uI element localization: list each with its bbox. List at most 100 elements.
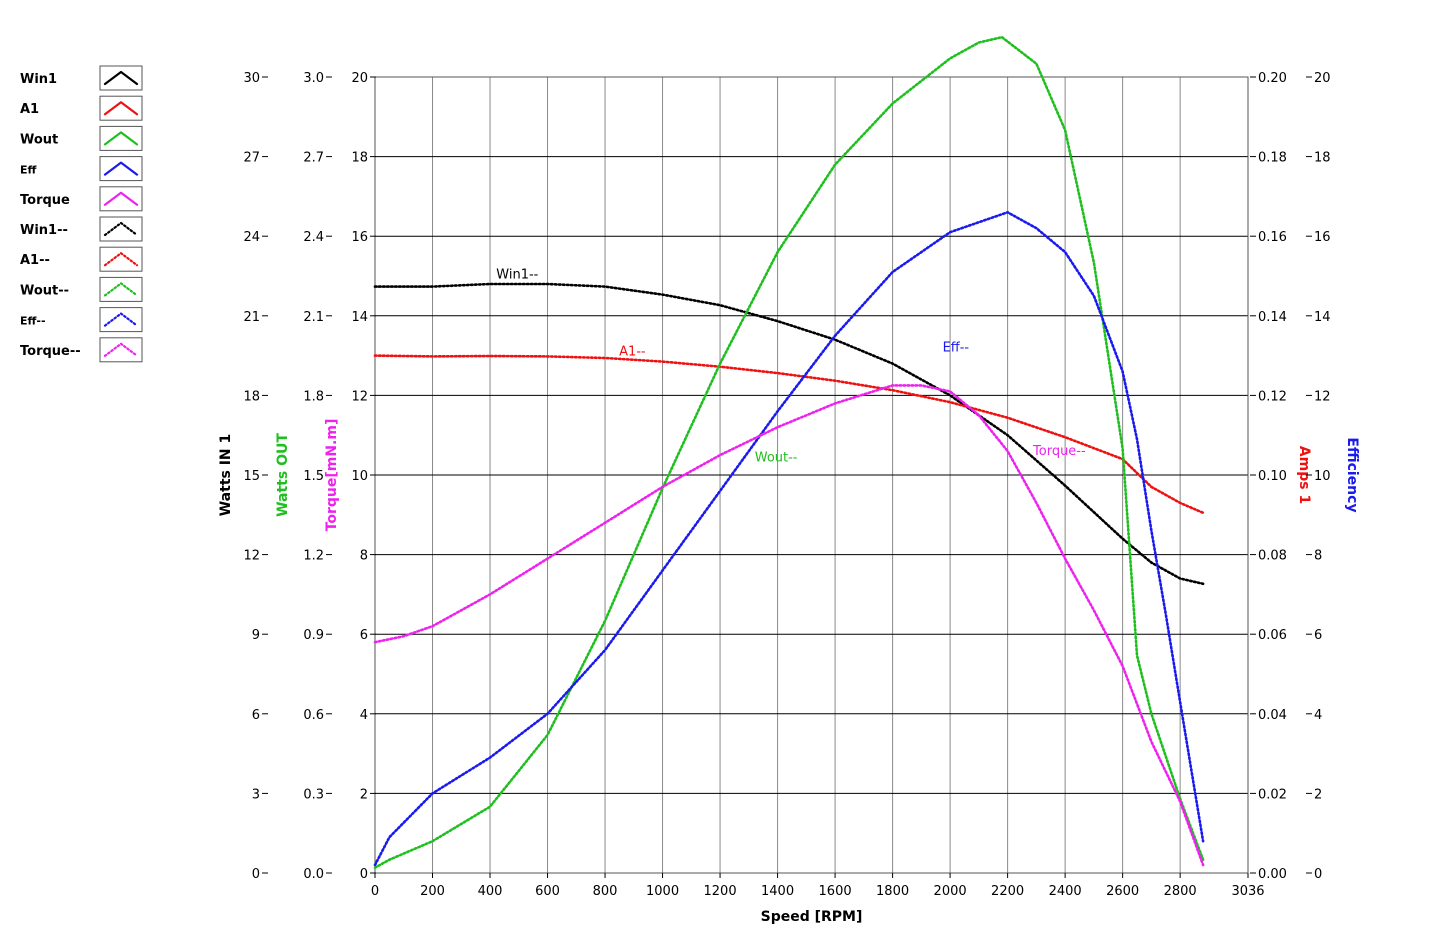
x-tick-label: 0 [371, 884, 379, 899]
x-tick-label: 2400 [1049, 884, 1082, 899]
legend-swatch-line [103, 101, 139, 116]
torque-tick-label: 4 [360, 708, 368, 723]
efficiency-tick-label: 2 [1314, 787, 1322, 802]
legend-label: Eff [20, 164, 37, 177]
legend-label: Win1 [20, 72, 57, 87]
watts_out-tick-label: 2.7 [303, 151, 324, 166]
amps-tick-label: 0.20 [1258, 71, 1287, 86]
legend-label: A1 [20, 102, 39, 117]
legend-item[interactable]: Eff-- [20, 307, 143, 333]
torque-tick-label: 10 [351, 469, 368, 484]
legend-label: Torque [20, 193, 70, 208]
torque-tick-label: 20 [351, 71, 368, 86]
legend-label: Wout-- [20, 283, 69, 298]
legend-swatch-line [103, 312, 139, 327]
series-line-wout [373, 35, 1205, 870]
legend: Win1 A1 Wout Eff Torque Win1-- A1-- Wout-- Eff--… [20, 65, 143, 363]
legend-item[interactable]: Eff [20, 156, 143, 182]
watts_out-tick-label: 2.1 [303, 310, 324, 325]
x-tick-label: 2000 [934, 884, 967, 899]
amps-tick-label: 0.02 [1258, 787, 1287, 802]
legend-swatch-box [99, 216, 143, 242]
amps-tick-label: 0.06 [1258, 628, 1287, 643]
amps-tick-label: 0.00 [1258, 867, 1287, 882]
watts_in-tick-label: 21 [243, 310, 260, 325]
watts_in-tick-label: 30 [243, 71, 260, 86]
legend-item[interactable]: A1-- [20, 246, 143, 272]
efficiency-tick-label: 18 [1314, 151, 1331, 166]
legend-item[interactable]: Wout [20, 125, 143, 151]
legend-swatch-line [103, 342, 139, 357]
legend-swatch-box [99, 186, 143, 212]
legend-swatch-box [99, 95, 143, 121]
series-label-torque: Torque-- [1032, 444, 1086, 459]
x-tick-label: 1800 [876, 884, 909, 899]
efficiency-tick-label: 4 [1314, 708, 1322, 723]
watts_in-tick-label: 3 [252, 787, 260, 802]
watts_in-tick-label: 12 [243, 549, 260, 564]
watts_in-tick-label: 24 [243, 230, 260, 245]
series-line-a1 [373, 354, 1205, 515]
watts_in-tick-label: 6 [252, 708, 260, 723]
legend-swatch-line [103, 70, 139, 86]
x-tick-label: 1000 [646, 884, 679, 899]
efficiency-axis-title: Efficiency [1344, 437, 1360, 512]
watts_out-tick-label: 1.8 [303, 389, 324, 404]
legend-swatch-line [103, 221, 139, 237]
legend-swatch-box [99, 276, 143, 302]
legend-label: Torque-- [20, 344, 81, 359]
legend-swatch-line [103, 131, 139, 146]
x-tick-label: 1200 [704, 884, 737, 899]
legend-label: Eff-- [20, 315, 46, 328]
series-line-torque [373, 384, 1205, 867]
legend-item[interactable]: Wout-- [20, 276, 143, 302]
efficiency-tick-label: 12 [1314, 389, 1331, 404]
watts_out-tick-label: 0.6 [303, 708, 324, 723]
legend-swatch-line [103, 191, 139, 206]
watts_in-tick-label: 9 [252, 628, 260, 643]
x-tick-label: 1600 [819, 884, 852, 899]
watts_out-tick-label: 0.0 [303, 867, 324, 882]
watts_in-axis-title: Watts IN 1 [218, 434, 234, 517]
amps-tick-label: 0.14 [1258, 310, 1287, 325]
legend-swatch-line [103, 161, 139, 176]
amps-tick-label: 0.04 [1258, 708, 1287, 723]
x-tick-label: 800 [593, 884, 618, 899]
x-tick-label: 1400 [761, 884, 794, 899]
legend-swatch-line [103, 252, 139, 267]
series-line-eff [373, 211, 1205, 867]
x-tick-label: 3036 [1231, 884, 1264, 899]
x-axis: 0 200 400 600 800 1000 1200 1400 1600 1800 2000 220… [371, 873, 1265, 899]
watts_in-tick-label: 0 [252, 867, 260, 882]
watts_out-tick-label: 0.3 [303, 787, 324, 802]
legend-item[interactable]: Torque [20, 186, 143, 212]
amps-axis-title: Amps 1 [1296, 446, 1312, 504]
legend-item[interactable]: Win1-- [20, 216, 143, 242]
watts_out-axis-title: Watts OUT [275, 433, 291, 517]
amps-tick-label: 0.18 [1258, 151, 1287, 166]
amps-tick-label: 0.16 [1258, 230, 1287, 245]
watts_out-tick-label: 0.9 [303, 628, 324, 643]
legend-swatch-box [99, 307, 143, 333]
amps-tick-label: 0.08 [1258, 549, 1287, 564]
legend-label: A1-- [20, 253, 50, 268]
legend-item[interactable]: A1 [20, 95, 143, 121]
legend-label: Win1-- [20, 223, 68, 238]
amps-tick-label: 0.12 [1258, 389, 1287, 404]
legend-item[interactable]: Win1 [20, 65, 143, 91]
x-tick-label: 2800 [1164, 884, 1197, 899]
legend-item[interactable]: Torque-- [20, 337, 143, 363]
torque-tick-label: 6 [360, 628, 368, 643]
torque-tick-label: 2 [360, 787, 368, 802]
series-labels: Win1-- A1-- Wout-- Eff-- Torque-- [496, 268, 1086, 466]
watts_out-tick-label: 1.5 [303, 469, 324, 484]
legend-label: Wout [20, 132, 58, 147]
legend-swatch-box [99, 246, 143, 272]
legend-swatch-box [99, 125, 143, 151]
series-label-wout: Wout-- [755, 451, 798, 466]
efficiency-tick-label: 14 [1314, 310, 1331, 325]
torque-tick-label: 16 [351, 230, 368, 245]
x-tick-label: 400 [478, 884, 503, 899]
